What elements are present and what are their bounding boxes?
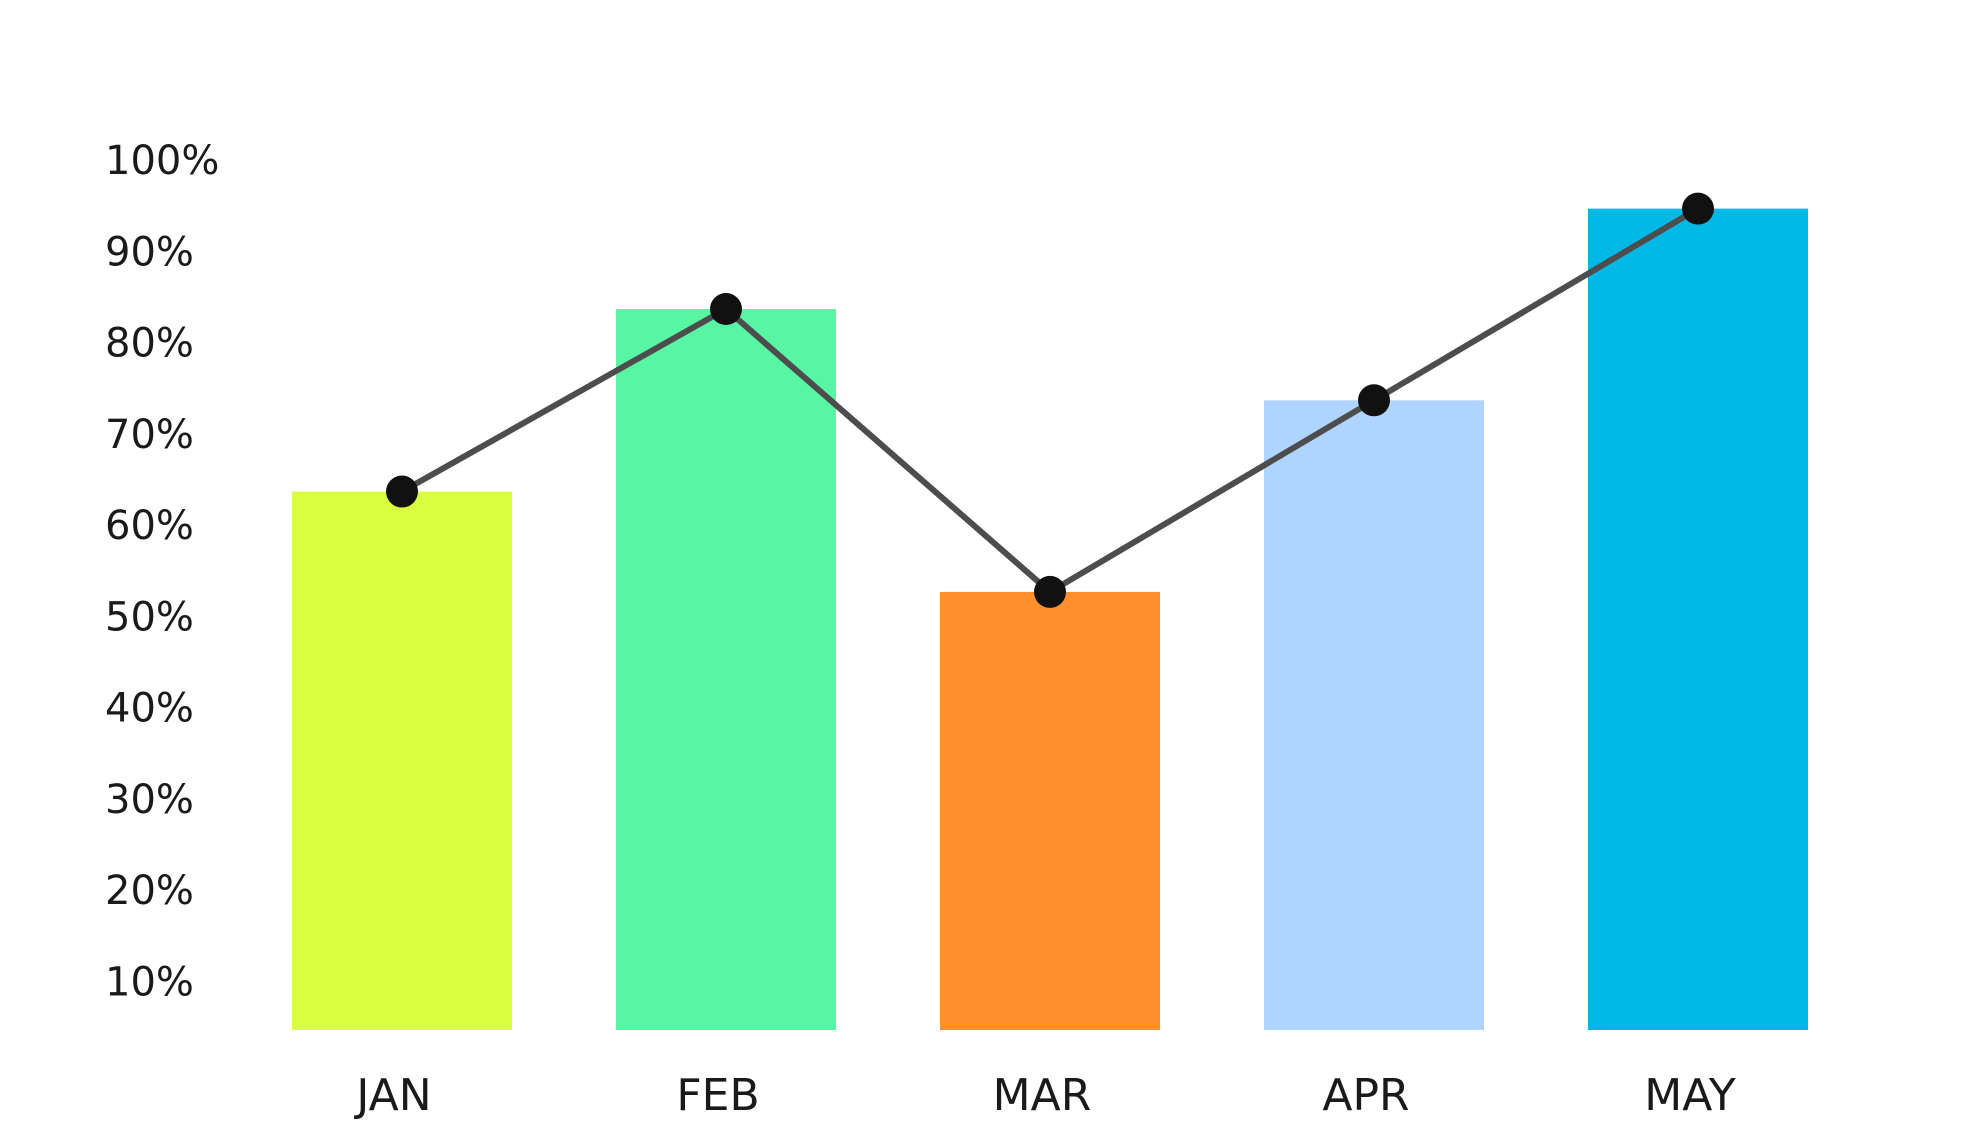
- line-point-feb: [710, 293, 742, 326]
- x-tick-label: JAN: [353, 1070, 431, 1121]
- line-series: [386, 192, 1714, 608]
- x-tick-label: APR: [1322, 1070, 1409, 1121]
- x-axis: JAN FEB MAR APR MAY: [353, 1070, 1735, 1121]
- y-tick-label: 30%: [105, 777, 194, 823]
- line-point-apr: [1358, 384, 1390, 417]
- y-tick-label: 40%: [105, 686, 194, 732]
- y-tick-label: 100%: [105, 138, 219, 184]
- bar-feb: [616, 309, 836, 1030]
- x-tick-label: MAY: [1644, 1070, 1736, 1121]
- y-tick-label: 80%: [105, 321, 194, 367]
- line-point-jan: [386, 475, 418, 508]
- bar-mar: [940, 591, 1160, 1030]
- bar-jan: [292, 491, 512, 1030]
- y-axis: 10% 20% 30% 40% 50% 60% 70% 80% 90% 100%: [105, 138, 219, 1005]
- x-tick-label: MAR: [993, 1070, 1092, 1121]
- y-tick-label: 70%: [105, 412, 194, 458]
- x-tick-label: FEB: [676, 1070, 759, 1121]
- y-tick-label: 90%: [105, 229, 194, 275]
- bar-may: [1588, 208, 1808, 1030]
- bar-apr: [1264, 400, 1484, 1031]
- line-point-mar: [1034, 575, 1066, 608]
- y-tick-label: 50%: [105, 594, 194, 640]
- line-point-may: [1682, 192, 1714, 225]
- trend-line: [399, 205, 1701, 595]
- y-tick-label: 60%: [105, 503, 194, 549]
- y-tick-label: 10%: [105, 959, 194, 1005]
- y-tick-label: 20%: [105, 868, 194, 914]
- bar-series: [292, 208, 1808, 1031]
